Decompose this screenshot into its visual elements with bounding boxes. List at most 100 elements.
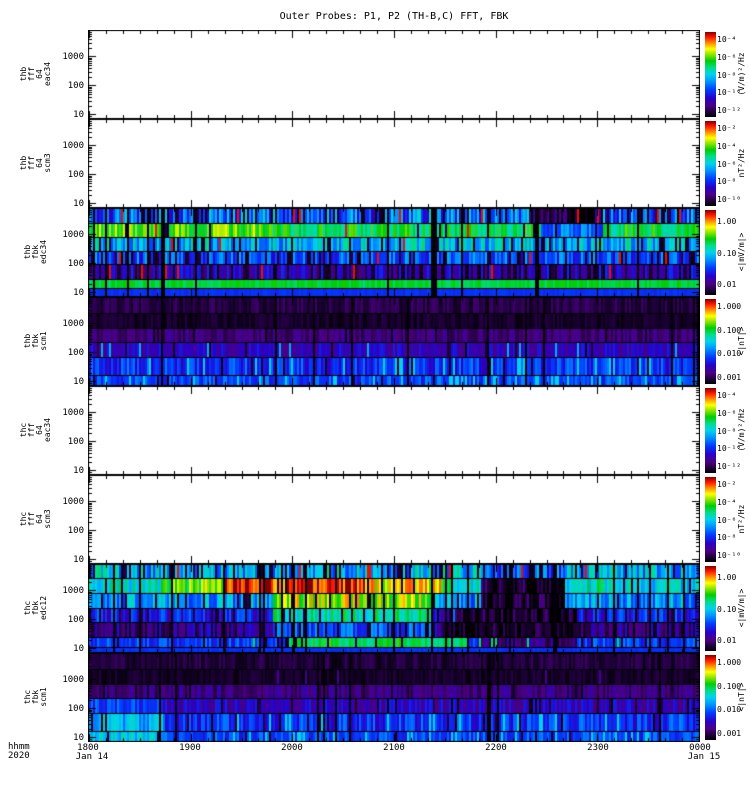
panel-label-line: scm1 bbox=[39, 687, 48, 707]
colorbar-unit-label: nT²/Hz bbox=[737, 504, 746, 534]
colorbar-unit-label: <|nT|> bbox=[737, 326, 746, 356]
y-tick-label: 10 bbox=[73, 110, 84, 121]
colorbar-unit-label: <|mV/m|> bbox=[737, 588, 746, 628]
colorbar-tick-label: 0.100 bbox=[717, 681, 742, 691]
panel-thb-fbk-edc34: thb fbk edc34 1000 100 10 1.00 0.10 0.01 <|mV/m|> bbox=[0, 208, 750, 299]
colorbar-tick-label: 10⁻¹⁰ bbox=[717, 444, 742, 454]
y-tick-label: 10 bbox=[73, 466, 84, 477]
blank-panel-canvas bbox=[88, 475, 700, 564]
date-label-end: Jan 15 bbox=[687, 752, 721, 762]
colorbar-tick-label: 0.010 bbox=[717, 349, 742, 359]
colorbar-tick-label: 0.001 bbox=[717, 373, 742, 383]
colorbar-tick-label: 10⁻⁴ bbox=[717, 497, 737, 507]
colorbar-tick-label: 0.10 bbox=[717, 604, 737, 614]
colorbar-tick-label: 10⁻¹² bbox=[717, 462, 742, 472]
y-tick-label: 100 bbox=[67, 615, 84, 626]
spectrogram-canvas bbox=[88, 653, 700, 742]
colorbar-tick-label: 1.00 bbox=[717, 217, 737, 227]
colorbar-tick-label: 0.010 bbox=[717, 705, 742, 715]
blank-panel-canvas bbox=[88, 30, 700, 119]
spectrogram-canvas bbox=[88, 297, 700, 386]
colorbar-tick-label: 10⁻¹⁰ bbox=[717, 88, 742, 98]
colorbar-tick-label: 10⁻² bbox=[717, 479, 737, 489]
panel-thc-fff-64-eac34: thc fff 64 eac34 1000 100 10 10⁻⁴ 10⁻⁶ 10⁻⁸ 10⁻¹⁰ 1… bbox=[0, 386, 750, 477]
y-tick-label: 100 bbox=[67, 526, 84, 537]
x-tick-label: 2200 bbox=[485, 743, 507, 753]
x-tick-label: 1900 bbox=[179, 743, 201, 753]
x-tick-label: 2100 bbox=[383, 743, 405, 753]
colorbar bbox=[705, 566, 716, 651]
panel-variable-label: thb fff 64 scm3 bbox=[19, 153, 52, 173]
colorbar-tick-label: 0.01 bbox=[717, 279, 737, 289]
y-tick-label: 10 bbox=[73, 644, 84, 655]
colorbar-tick-label: 0.001 bbox=[717, 729, 742, 739]
y-tick-label: 1000 bbox=[62, 140, 84, 151]
colorbar-tick-label: 10⁻² bbox=[717, 123, 737, 133]
y-tick-label: 100 bbox=[67, 81, 84, 92]
colorbar-tick-label: 10⁻⁸ bbox=[717, 533, 737, 543]
y-tick-label: 1000 bbox=[62, 407, 84, 418]
panel-thb-fff-64-scm3: thb fff 64 scm3 1000 100 10 10⁻² 10⁻⁴ 10⁻⁶ 10⁻⁸ 10⁻… bbox=[0, 119, 750, 210]
colorbar bbox=[705, 299, 716, 384]
colorbar-tick-label: 10⁻⁶ bbox=[717, 159, 737, 169]
colorbar-tick-label: 0.100 bbox=[717, 325, 742, 335]
colorbar-tick-label: 10⁻¹⁰ bbox=[717, 195, 742, 205]
colorbar-tick-label: 1.00 bbox=[717, 573, 737, 583]
colorbar-unit-label: nT²/Hz bbox=[737, 148, 746, 178]
colorbar-tick-label: 0.01 bbox=[717, 635, 737, 645]
y-tick-label: 100 bbox=[67, 259, 84, 270]
date-label-start: Jan 14 bbox=[75, 752, 109, 762]
panel-variable-label: thc fbk scm1 bbox=[23, 687, 48, 707]
y-tick-label: 1000 bbox=[62, 585, 84, 596]
y-tick-label: 100 bbox=[67, 704, 84, 715]
y-tick-label: 100 bbox=[67, 348, 84, 359]
colorbar-tick-label: 10⁻⁶ bbox=[717, 408, 737, 418]
panel-label-line: scm3 bbox=[43, 153, 52, 173]
y-tick-label: 1000 bbox=[62, 229, 84, 240]
panel-thc-fbk-scm1: thc fbk scm1 1000 100 10 1.000 0.100 0.010 0.001 <… bbox=[0, 653, 750, 744]
y-tick-label: 10 bbox=[73, 733, 84, 744]
colorbar-tick-label: 10⁻¹⁰ bbox=[717, 551, 742, 561]
colorbar bbox=[705, 32, 716, 117]
panel-thc-fbk-edc12: thc fbk edc12 1000 100 10 1.00 0.10 0.01 <|mV/m|> bbox=[0, 564, 750, 655]
colorbar-tick-label: 10⁻⁴ bbox=[717, 390, 737, 400]
corner-year-label: 2020 bbox=[8, 751, 30, 761]
y-tick-label: 10 bbox=[73, 288, 84, 299]
colorbar-unit-label: (V/m)²/Hz bbox=[737, 408, 746, 452]
y-tick-label: 1000 bbox=[62, 318, 84, 329]
colorbar-tick-label: 10⁻⁶ bbox=[717, 52, 737, 62]
colorbar-tick-label: 1.000 bbox=[717, 301, 742, 311]
spectrogram-canvas bbox=[88, 208, 700, 297]
x-tick-label: 2000 bbox=[281, 743, 303, 753]
colorbar-unit-label: <|nT|> bbox=[737, 682, 746, 712]
x-tick-label: 2300 bbox=[587, 743, 609, 753]
y-tick-label: 100 bbox=[67, 170, 84, 181]
y-tick-label: 10 bbox=[73, 199, 84, 210]
colorbar bbox=[705, 210, 716, 295]
colorbar-unit-label: <|mV/m|> bbox=[737, 232, 746, 272]
colorbar-tick-label: 10⁻⁶ bbox=[717, 515, 737, 525]
colorbar bbox=[705, 121, 716, 206]
panel-thc-fff-64-scm3: thc fff 64 scm3 1000 100 10 10⁻² 10⁻⁴ 10⁻⁶ 10⁻⁸ 10⁻… bbox=[0, 475, 750, 566]
panel-variable-label: thb fbk scm1 bbox=[23, 331, 48, 351]
y-tick-label: 10 bbox=[73, 377, 84, 388]
panel-variable-label: thc fff 64 scm3 bbox=[19, 509, 52, 529]
y-tick-label: 10 bbox=[73, 555, 84, 566]
panel-label-line: scm1 bbox=[39, 331, 48, 351]
blank-panel-canvas bbox=[88, 386, 700, 475]
colorbar-tick-label: 10⁻⁸ bbox=[717, 426, 737, 436]
colorbar bbox=[705, 655, 716, 740]
panel-label-line: scm3 bbox=[43, 509, 52, 529]
corner-hhmm-label: hhmm bbox=[8, 742, 30, 752]
colorbar-unit-label: (V/m)²/Hz bbox=[737, 52, 746, 96]
blank-panel-canvas bbox=[88, 119, 700, 208]
y-tick-label: 1000 bbox=[62, 496, 84, 507]
spectrogram-canvas bbox=[88, 564, 700, 653]
colorbar-tick-label: 10⁻⁸ bbox=[717, 70, 737, 80]
colorbar bbox=[705, 388, 716, 473]
y-tick-label: 1000 bbox=[62, 674, 84, 685]
panel-thb-fff-64-eac34: thb fff 64 eac34 1000 100 10 10⁻⁴ 10⁻⁶ 10⁻⁸ 10⁻¹⁰ 1… bbox=[0, 30, 750, 121]
x-tick-label: 0000 bbox=[689, 743, 711, 753]
x-tick-label: 1800 bbox=[77, 743, 99, 753]
